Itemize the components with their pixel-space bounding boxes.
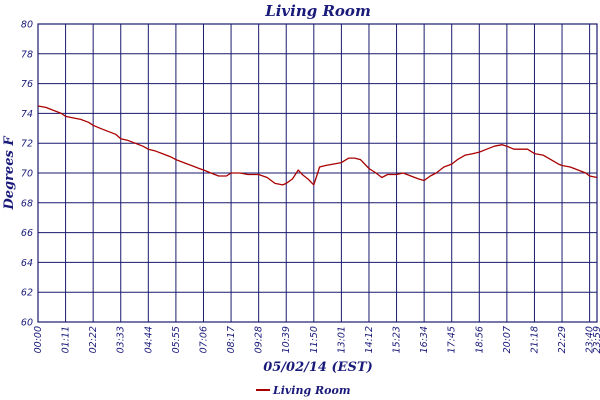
x-tick-label: 05:55 xyxy=(171,326,182,353)
x-tick-label: 18:56 xyxy=(474,326,485,353)
x-axis-label: 05/02/14 (EST) xyxy=(263,360,373,375)
y-tick-label: 80 xyxy=(21,20,33,31)
x-tick-label: 02:22 xyxy=(88,326,99,353)
x-tick-label: 08:17 xyxy=(226,326,237,353)
y-tick-label: 66 xyxy=(21,228,33,239)
y-tick-label: 74 xyxy=(21,109,33,120)
y-tick-label: 60 xyxy=(21,318,33,329)
y-tick-label: 64 xyxy=(21,258,33,269)
x-tick-label: 21:18 xyxy=(529,326,540,353)
legend: Living Room xyxy=(256,384,350,397)
x-tick-label: 15:23 xyxy=(392,326,403,353)
x-tick-label: 23:40 xyxy=(585,326,596,353)
x-tick-label: 23:59 xyxy=(592,326,600,353)
x-tick-labels: 00:00 01:11 02:22 03:33 04:44 05:55 07:06 08:17… xyxy=(33,326,600,353)
y-tick-label: 68 xyxy=(21,198,33,209)
x-tick-label: 04:44 xyxy=(143,326,154,353)
y-tick-label: 72 xyxy=(21,139,33,150)
y-tick-label: 62 xyxy=(21,288,33,299)
x-tick-label: 16:34 xyxy=(419,326,430,353)
x-tick-label: 20:07 xyxy=(502,326,513,353)
x-tick-label: 10:39 xyxy=(281,326,292,353)
legend-label: Living Room xyxy=(272,384,350,397)
x-tick-label: 13:01 xyxy=(336,326,347,353)
series-layer xyxy=(37,105,598,186)
chart-title: Living Room xyxy=(264,2,371,20)
y-tick-label: 78 xyxy=(21,49,33,60)
y-tick-labels: 60 62 64 66 68 70 72 74 76 78 80 xyxy=(21,20,33,329)
x-tick-label: 14:12 xyxy=(364,326,375,353)
series-line-0 xyxy=(37,105,598,186)
x-tick-label: 03:33 xyxy=(116,326,127,353)
y-tick-label: 76 xyxy=(21,79,33,90)
x-tick-label: 11:50 xyxy=(309,326,320,353)
x-tick-label: 01:11 xyxy=(61,326,72,353)
x-tick-label: 17:45 xyxy=(447,326,458,353)
x-tick-label: 09:28 xyxy=(254,326,265,353)
y-tick-label: 70 xyxy=(21,169,33,180)
x-tick-label: 00:00 xyxy=(33,326,44,353)
x-tick-label: 22:29 xyxy=(557,326,568,353)
y-axis-label: Degrees F xyxy=(2,136,17,211)
x-tick-label: 07:06 xyxy=(198,326,209,353)
grid xyxy=(37,23,598,323)
